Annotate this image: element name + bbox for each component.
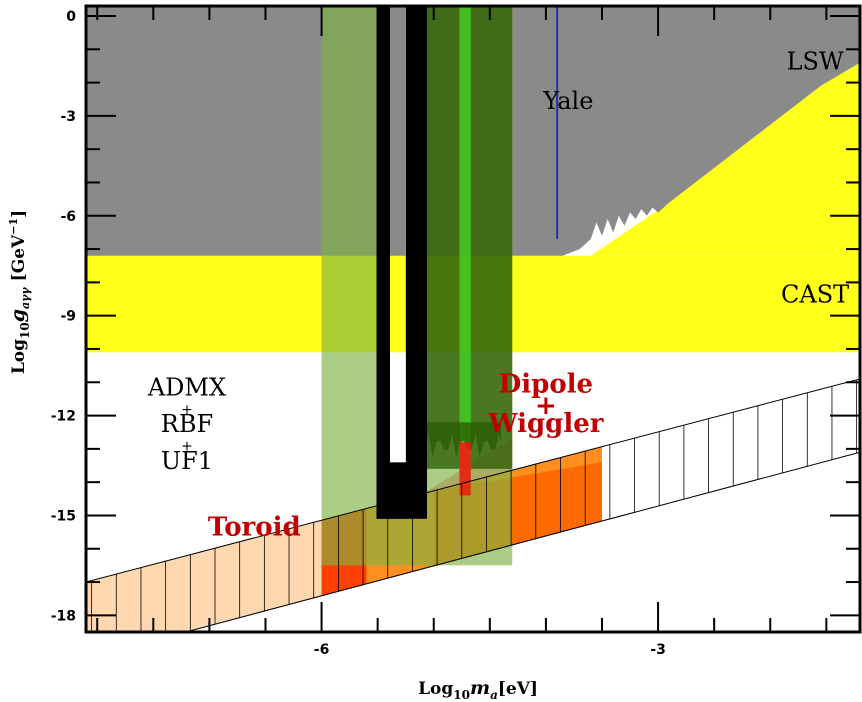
region-label-cast: CAST [781, 280, 849, 308]
faint-band-region [86, 520, 322, 632]
region-label-plus: + [181, 402, 193, 418]
admx-gap-white [389, 352, 406, 463]
region-label-uf1: UF1 [161, 447, 213, 475]
y-tick-label: -3 [60, 109, 76, 125]
region-label-yale: Yale [542, 87, 593, 115]
admx-bar-right [406, 6, 421, 473]
x-tick-label: -6 [314, 642, 330, 658]
region-label-admx: ADMX [147, 374, 226, 402]
region-label-toroid: Toroid [208, 512, 301, 542]
region-label-wiggler: Wiggler [487, 409, 603, 439]
y-axis-title: Log10gaγγ[GeV−1] [7, 210, 32, 374]
y-tick-label: 0 [66, 9, 76, 25]
region-label-rbf: RBF [161, 410, 213, 438]
green-band-3 [459, 6, 471, 496]
admx-bar-left [376, 6, 389, 519]
x-tick-label: -3 [650, 642, 666, 658]
region-label-lsw: LSW [787, 47, 844, 75]
region-label-dipole: Dipole [499, 369, 593, 399]
band-lower-edge [183, 451, 860, 632]
red-strip [459, 442, 471, 496]
y-tick-label: -18 [51, 608, 76, 624]
region-label-plus: + [181, 439, 193, 455]
dark-green-jagged-edge [409, 422, 504, 458]
cast-region-extension [590, 62, 860, 256]
admx-gap-lsw [389, 6, 406, 256]
y-tick-label: -12 [51, 409, 76, 425]
band-upper-edge [86, 378, 860, 583]
y-tick-label: -15 [51, 508, 76, 524]
y-tick-label: -9 [60, 309, 76, 325]
y-tick-label: -6 [60, 209, 76, 225]
x-axis-title: Log10ma[eV] [418, 677, 538, 702]
region-label-plus: + [535, 391, 557, 421]
plot-frame [84, 4, 862, 634]
